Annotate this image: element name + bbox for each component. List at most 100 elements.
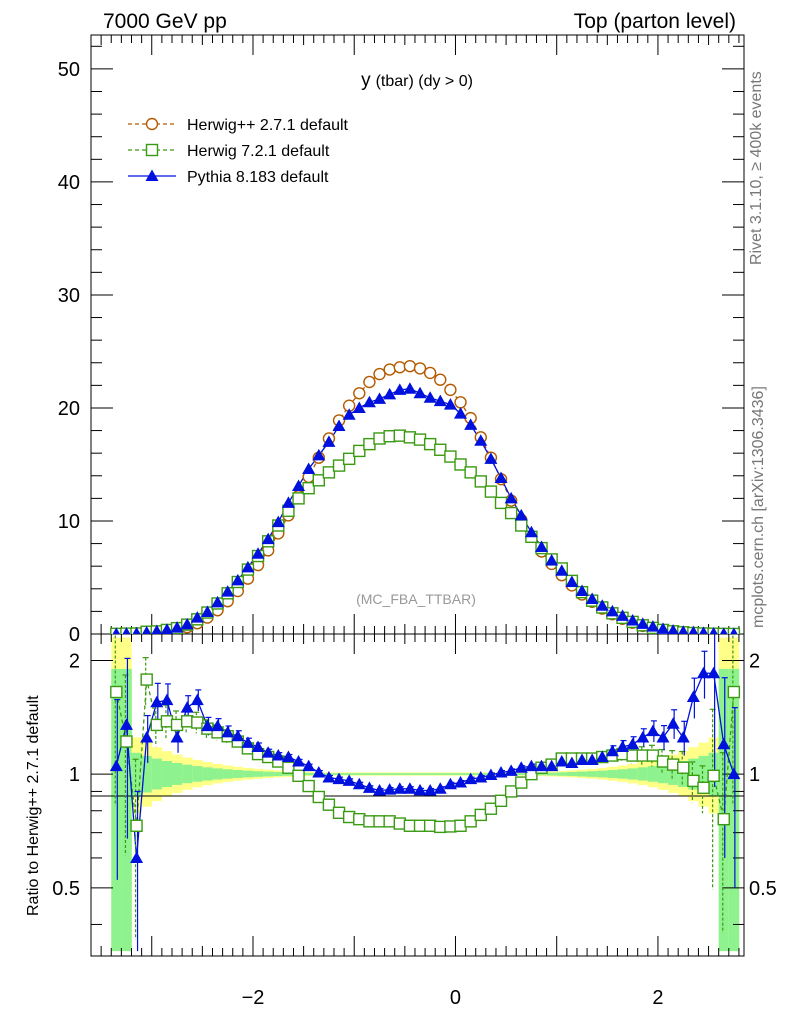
ratio-band-green: [576, 771, 588, 777]
herwigpp-point: [393, 361, 406, 374]
herwigpp-point: [403, 359, 417, 373]
pythia-point: [514, 761, 528, 773]
herwig7-point: [312, 474, 325, 487]
ratio-band-green: [688, 758, 699, 790]
herwigpp-point: [423, 366, 437, 380]
ratio-band-green: [728, 668, 740, 952]
pythia-point: [383, 387, 397, 400]
ratio-band-green: [566, 772, 578, 777]
pythia-point: [150, 695, 164, 708]
herwig7-point: [484, 802, 498, 815]
herwig7-point: [191, 716, 204, 729]
herwig7-point: [474, 808, 487, 822]
herwig7-point: [646, 749, 660, 762]
herwig7-point: [353, 812, 366, 826]
ratio-band-green: [404, 773, 416, 776]
ratio-y-tick-label-left: 1: [69, 764, 80, 786]
pythia-point: [656, 622, 670, 634]
pythia-point: [575, 753, 589, 766]
legend: Herwig++ 2.7.1 default Herwig 7.2.1 defa…: [128, 117, 349, 186]
pythia-point: [524, 525, 538, 538]
herwig7-point: [322, 466, 336, 479]
ratio-band-green: [263, 771, 274, 777]
pythia-point: [170, 731, 184, 743]
pythia-point: [241, 736, 255, 748]
pythia-point: [474, 434, 488, 446]
pythia-point: [707, 666, 721, 679]
pythia-point: [605, 744, 619, 757]
pythia-point: [423, 391, 437, 403]
pythia-point: [373, 392, 387, 404]
ratio-band-green: [364, 773, 375, 776]
legend-marker-square: [145, 143, 159, 157]
pythia-point: [484, 768, 498, 780]
y-tick-label: 10: [58, 511, 80, 533]
herwig7-point: [677, 761, 690, 774]
herwigpp-point: [353, 387, 366, 400]
herwig7-point: [434, 820, 447, 834]
ratio-band-green: [283, 772, 294, 776]
pythia-point: [717, 737, 731, 750]
pythia-point: [170, 621, 184, 633]
herwig7-point: [322, 798, 336, 811]
ratio-band-green: [394, 773, 406, 776]
pythia-point: [626, 737, 640, 750]
herwig7-point: [373, 432, 386, 445]
main-series-layer: [110, 359, 741, 634]
ratio-y-tick-label-left: 0.5: [52, 878, 80, 900]
pythia-point: [352, 777, 366, 790]
pythia-point: [221, 585, 235, 597]
pythia-point: [676, 731, 690, 743]
pythia-point: [545, 759, 559, 772]
herwig7-point: [504, 506, 518, 520]
ratio-y-tick-label-right: 1: [749, 764, 760, 786]
herwigpp-point: [454, 396, 467, 409]
ratio-band-green: [232, 770, 244, 778]
y-tick-label: 20: [58, 398, 80, 420]
pythia-point: [312, 766, 326, 778]
herwig7-point: [393, 817, 406, 830]
ratio-band-green: [678, 760, 689, 787]
pythia-point: [200, 605, 214, 617]
pythia-point: [332, 772, 346, 785]
pythia-point: [646, 724, 660, 737]
pythia-point: [261, 532, 275, 545]
pythia-point: [524, 759, 538, 772]
herwig7-point: [363, 437, 376, 451]
pythia-point: [241, 560, 255, 573]
herwig7-point: [120, 735, 133, 748]
pythia-point: [565, 575, 579, 588]
ratio-band-green: [344, 773, 355, 776]
ratio-band-green: [252, 771, 264, 777]
herwig7-point: [454, 458, 467, 471]
ratio-y-tick-labels: 0.5 0.5 1 1 2 2: [52, 650, 777, 899]
pythia-point: [292, 755, 306, 767]
pythia-point: [142, 625, 152, 634]
ratio-y-label: Ratio to Herwig++ 2.7.1 default: [25, 695, 42, 916]
ratio-band-green: [354, 773, 365, 776]
herwigpp-point: [444, 383, 457, 397]
pythia-point: [636, 617, 650, 629]
ratio-band-green: [536, 772, 547, 776]
herwig7-point: [302, 482, 315, 495]
herwig7-point: [363, 815, 376, 828]
herwig7-point: [393, 429, 406, 442]
herwig7-point: [717, 812, 730, 826]
herwig7-point: [403, 431, 417, 444]
pythia-point: [231, 729, 245, 742]
ratio-band-green: [374, 773, 385, 776]
pythia-point: [160, 623, 174, 634]
herwig7-point: [504, 785, 518, 798]
ratio-band-green: [384, 773, 396, 776]
herwig7-point: [312, 790, 325, 804]
pythia-point: [160, 693, 174, 706]
plot-title: y (tbar) (dy > 0): [361, 70, 473, 91]
pythia-point: [688, 625, 699, 634]
herwig7-point: [282, 761, 295, 774]
ratio-band-green: [597, 770, 608, 778]
pythia-point: [616, 609, 630, 621]
ratio-band-green: [202, 767, 213, 781]
herwig7-point: [140, 673, 153, 686]
herwig7-point: [170, 718, 184, 732]
herwig7-point: [464, 815, 477, 828]
